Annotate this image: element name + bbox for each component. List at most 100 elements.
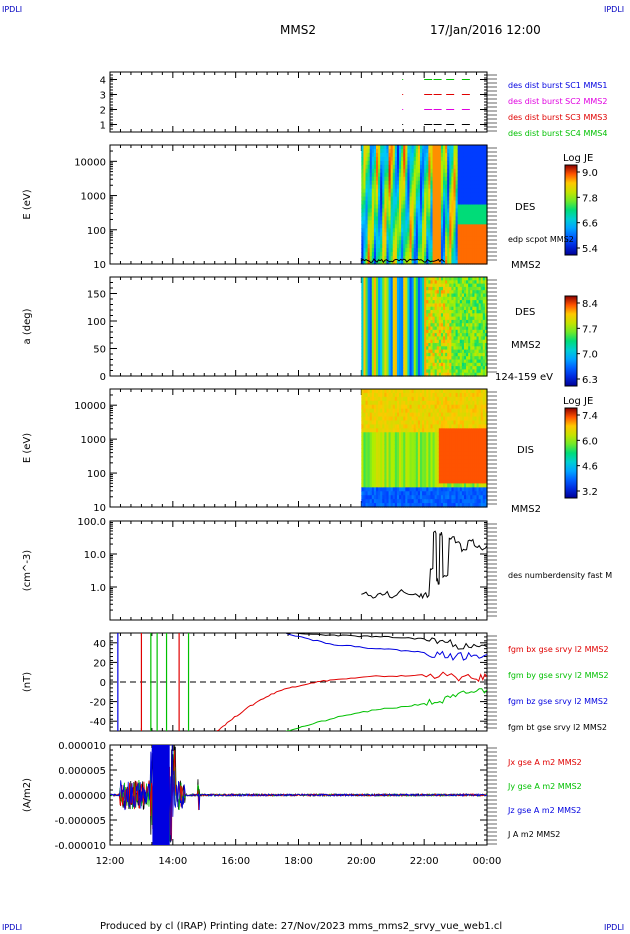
y-tick-label: 10.0 bbox=[84, 550, 106, 561]
panel-p4: 10 100 1000 10000 E (eV) Log JE 7.4 6.0 4.6 3.2 DI… bbox=[22, 388, 598, 515]
current-line bbox=[110, 745, 487, 845]
colorbar bbox=[564, 407, 578, 499]
density-line bbox=[361, 530, 488, 600]
x-tick-label: 14:00 bbox=[158, 856, 187, 867]
legend-entry: Jx gse A m2 MMS2 bbox=[507, 758, 582, 767]
y-tick-label: -40 bbox=[90, 717, 106, 728]
y-tick-label: 100 bbox=[87, 317, 106, 328]
y-axis-label: (A/m2) bbox=[22, 778, 33, 812]
y-tick-label: -20 bbox=[90, 698, 106, 709]
heatmap-cells bbox=[361, 389, 488, 508]
field-line bbox=[285, 688, 487, 731]
y-tick-label: 100 bbox=[87, 226, 106, 237]
panel-frame bbox=[109, 276, 488, 377]
corner-label-top-right: IPDLI bbox=[604, 5, 624, 14]
y-tick-label: 0.000010 bbox=[58, 741, 106, 752]
corner-label-bottom-left: IPDLI bbox=[2, 923, 22, 932]
legend-entry: Jz gse A m2 MMS2 bbox=[507, 806, 581, 815]
y-tick-label: 0 bbox=[100, 678, 106, 689]
y-tick-label: 10 bbox=[93, 503, 106, 514]
y-tick-label: 1000 bbox=[81, 192, 106, 203]
y-tick-label: 2 bbox=[100, 106, 106, 117]
legend-entry: des dist burst SC3 MMS3 bbox=[508, 113, 607, 122]
corner-label-bottom-right: IPDLI bbox=[604, 923, 624, 932]
heatmap-cells bbox=[361, 145, 488, 265]
y-tick-label: 10000 bbox=[74, 157, 106, 168]
heatmap-cells bbox=[361, 277, 488, 377]
y-tick-label: -0.000005 bbox=[55, 816, 106, 827]
y-tick-label: 0.000000 bbox=[58, 791, 106, 802]
x-tick-label: 12:00 bbox=[96, 856, 125, 867]
panel-sublabel: MMS2 bbox=[511, 260, 541, 271]
panel-sublabel: 124-159 eV bbox=[495, 372, 553, 383]
panels: 1 2 3 4 des dist burst SC1 MMS1 des dist burs… bbox=[22, 71, 612, 867]
panel-p2: 10 100 1000 10000 E (eV) Log JE 9.0 7.8 6.6 5.4 DE… bbox=[22, 144, 598, 271]
x-tick-label: 22:00 bbox=[410, 856, 439, 867]
colorbar-tick-label: 5.4 bbox=[582, 244, 598, 255]
y-tick-label: 20 bbox=[93, 658, 106, 669]
legend-entry: des dist burst SC1 MMS1 bbox=[508, 81, 607, 90]
y-axis-label: E (eV) bbox=[22, 433, 33, 463]
colorbar-tick-label: 9.0 bbox=[582, 168, 598, 179]
legend-entry: des numberdensity fast M bbox=[508, 571, 612, 580]
field-line bbox=[285, 633, 487, 650]
colorbar bbox=[564, 295, 578, 387]
y-tick-label: 10 bbox=[93, 260, 106, 271]
panel-sublabel: edp scpot MMS2 bbox=[508, 235, 574, 244]
field-line bbox=[285, 633, 487, 661]
x-tick-label: 18:00 bbox=[284, 856, 313, 867]
y-axis-label: a (deg) bbox=[22, 308, 33, 344]
colorbar-title: Log JE bbox=[563, 153, 593, 164]
panel-p7: -0.000010 -0.000005 0.000000 0.000005 0.0000… bbox=[22, 741, 582, 867]
colorbar-tick-label: 7.0 bbox=[582, 350, 598, 361]
y-axis-label: (nT) bbox=[22, 672, 33, 692]
legend-entry: des dist burst SC2 MMS2 bbox=[508, 97, 607, 106]
colorbar-tick-label: 3.2 bbox=[582, 487, 598, 498]
current-lines bbox=[110, 745, 487, 845]
panel-label: DES bbox=[515, 202, 535, 213]
y-tick-label: 100 bbox=[87, 469, 106, 480]
x-tick-label: 16:00 bbox=[221, 856, 250, 867]
colorbar bbox=[564, 164, 578, 256]
y-tick-label: 10000 bbox=[74, 401, 106, 412]
y-tick-label: 4 bbox=[100, 76, 106, 87]
current-burst-block bbox=[152, 745, 170, 845]
panel-p1: 1 2 3 4 des dist burst SC1 MMS1 des dist burs… bbox=[100, 71, 607, 138]
legend-entry: Jy gse A m2 MMS2 bbox=[507, 782, 582, 791]
legend-entry: fgm bt gse srvy l2 MMS2 bbox=[508, 723, 607, 732]
x-tick-label: 00:00 bbox=[473, 856, 502, 867]
panel-p3: 0 50 100 150 a (deg) 8.4 7.7 7.0 6.3 DES MMS2 124-1… bbox=[22, 276, 598, 387]
y-axis-label: E (eV) bbox=[22, 189, 33, 219]
y-tick-label: 40 bbox=[93, 639, 106, 650]
colorbar-tick-label: 4.6 bbox=[582, 462, 598, 473]
colorbar-tick-label: 6.6 bbox=[582, 219, 598, 230]
y-tick-label: 1 bbox=[100, 121, 106, 132]
x-tick-label: 20:00 bbox=[347, 856, 376, 867]
y-tick-label: 50 bbox=[93, 345, 106, 356]
y-axis-label: (cm^-3) bbox=[22, 550, 33, 591]
colorbar-tick-label: 6.3 bbox=[582, 375, 598, 386]
y-tick-label: -0.000010 bbox=[55, 841, 106, 852]
field-lines bbox=[110, 633, 487, 731]
panel-label: DIS bbox=[517, 445, 534, 456]
panel-sublabel: MMS2 bbox=[511, 340, 541, 351]
colorbar-title: Log JE bbox=[563, 396, 593, 407]
legend-entry: des dist burst SC4 MMS4 bbox=[508, 129, 607, 138]
corner-label-top-left: IPDLI bbox=[2, 5, 22, 14]
spacecraft-title: MMS2 bbox=[280, 23, 316, 37]
legend-entry: J A m2 MMS2 bbox=[507, 830, 560, 839]
field-line bbox=[216, 671, 487, 731]
legend-entry: fgm by gse srvy l2 MMS2 bbox=[508, 671, 609, 680]
date-title: 17/Jan/2016 12:00 bbox=[430, 23, 541, 37]
colorbar-tick-label: 7.8 bbox=[582, 193, 598, 204]
panel-label: DES bbox=[515, 307, 535, 318]
colorbar-tick-label: 7.7 bbox=[582, 324, 598, 335]
y-tick-label: 150 bbox=[87, 290, 106, 301]
panel-frame bbox=[109, 144, 488, 265]
panel-frame bbox=[109, 71, 488, 133]
colorbar-tick-label: 6.0 bbox=[582, 436, 598, 447]
colorbar-tick-label: 7.4 bbox=[582, 411, 598, 422]
panel-sublabel: MMS2 bbox=[511, 504, 541, 515]
panel-frame bbox=[109, 388, 488, 508]
